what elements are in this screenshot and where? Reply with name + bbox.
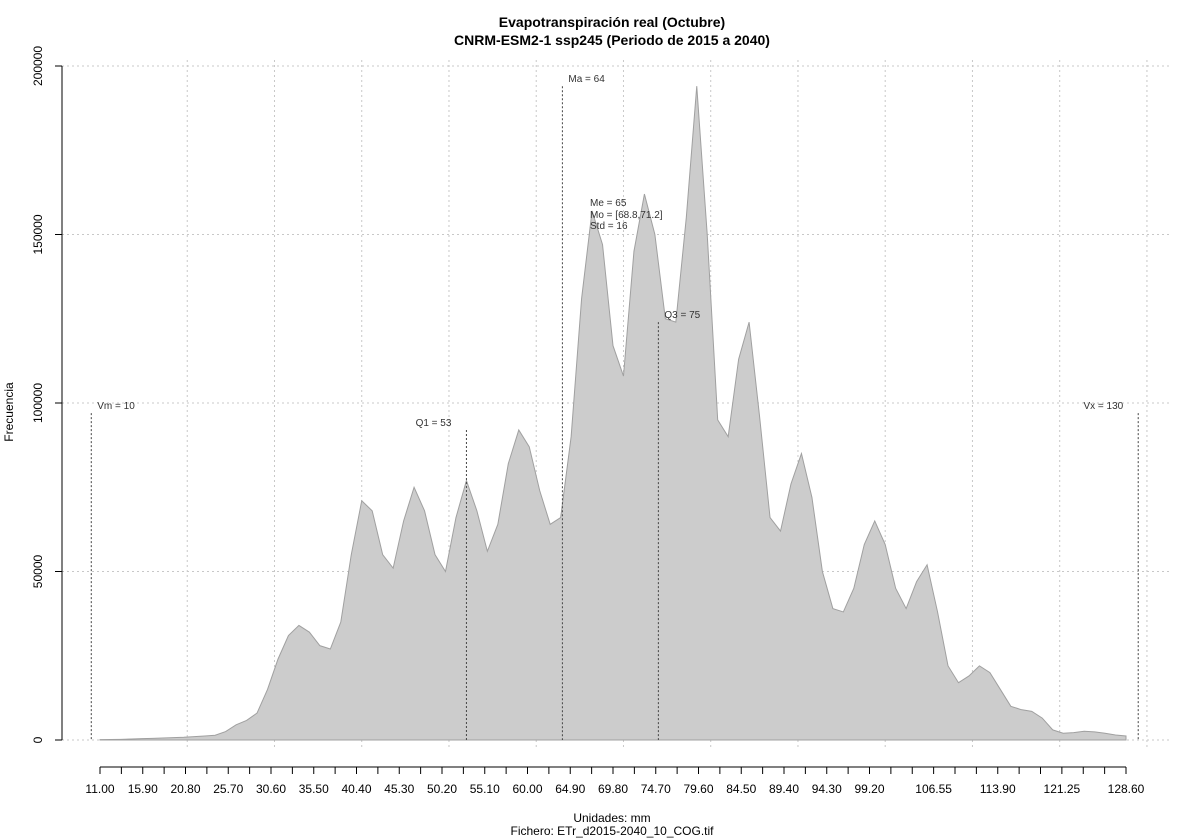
reference-line-label: Q3 = 75 [664, 310, 700, 321]
reference-line-label: Vx = 130 [1083, 401, 1123, 412]
x-tick-label: 11.00 [85, 782, 114, 796]
x-tick-label: 128.60 [1108, 782, 1145, 796]
reference-lines: Vm = 10 Q1 = 53 Ma = 64 Q3 = 75 Vx = 130 [90, 74, 1139, 740]
chart-text: Evapotranspiración real (Octubre) CNRM-E… [2, 14, 770, 838]
y-tick-label: 200000 [31, 46, 45, 86]
x-tick-label: 69.80 [598, 782, 628, 796]
x-tick-label: 60.00 [512, 782, 542, 796]
x-tick-label: 89.40 [769, 782, 799, 796]
reference-line-label: Vm = 10 [97, 401, 135, 412]
axes: 0 50000 100000 150000 200000 11.00 15.90 20.80 2… [31, 46, 1145, 796]
x-tick-label: 84.50 [726, 782, 756, 796]
x-tick-label: 79.60 [683, 782, 713, 796]
x-tick-label: 106.55 [915, 782, 952, 796]
x-tick-label: 99.20 [854, 782, 884, 796]
x-tick-label: 64.90 [555, 782, 585, 796]
file-name-label: Fichero: ETr_d2015-2040_10_COG.tif [511, 824, 715, 838]
x-tick-label: 94.30 [812, 782, 842, 796]
chart-subtitle: CNRM-ESM2-1 ssp245 (Periodo de 2015 a 20… [454, 32, 770, 48]
stat-median: Me = 65 [590, 198, 627, 209]
data-area [99, 86, 1127, 741]
x-tick-label: 25.70 [213, 782, 243, 796]
x-tick-label: 20.80 [170, 782, 200, 796]
x-tick-label: 15.90 [128, 782, 158, 796]
chart-title: Evapotranspiración real (Octubre) [499, 14, 725, 30]
y-tick-label: 0 [31, 736, 45, 743]
reference-line-label: Q1 = 53 [416, 418, 452, 429]
x-tick-label: 55.10 [470, 782, 500, 796]
stat-std: Std = 16 [590, 221, 628, 232]
x-tick-label: 121.25 [1044, 782, 1081, 796]
y-tick-label: 150000 [31, 214, 45, 254]
x-tick-label: 30.60 [256, 782, 286, 796]
x-tick-label: 45.30 [384, 782, 414, 796]
y-axis-label: Frecuencia [2, 382, 16, 442]
x-tick-label: 35.50 [299, 782, 329, 796]
y-tick-label: 100000 [31, 383, 45, 423]
reference-line-label: Ma = 64 [568, 74, 605, 85]
x-tick-label: 40.40 [341, 782, 371, 796]
histogram-area [99, 86, 1127, 741]
stat-mode: Mo = [68.8,71.2] [590, 210, 663, 221]
x-tick-label: 113.90 [980, 782, 1016, 796]
y-tick-label: 50000 [31, 554, 45, 588]
x-tick-label: 74.70 [641, 782, 671, 796]
x-tick-label: 50.20 [427, 782, 457, 796]
x-axis-label: Unidades: mm [573, 811, 650, 825]
